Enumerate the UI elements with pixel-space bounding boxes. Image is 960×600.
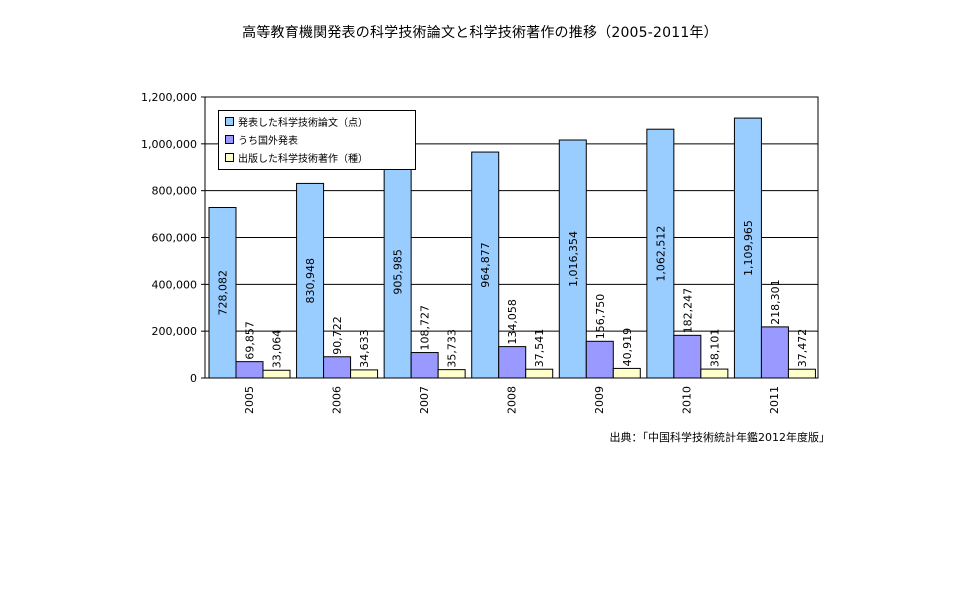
- x-tick-label: 2005: [243, 386, 256, 414]
- y-tick-label: 200,000: [152, 325, 198, 338]
- bar-series-2: [673, 334, 702, 379]
- y-tick-label: 1,200,000: [141, 91, 197, 104]
- legend-swatch-series-3: [225, 152, 234, 162]
- data-label-series-1: 1,109,965: [742, 220, 755, 276]
- data-label-series-2: 182,247: [681, 288, 694, 334]
- bar-series-3: [262, 369, 291, 379]
- bar-series-1: [733, 117, 762, 379]
- bar-series-1: [646, 128, 675, 379]
- legend-item-series-2: うち国外発表: [225, 132, 298, 147]
- data-label-series-3: 37,541: [533, 329, 546, 368]
- bar-series-1: [208, 207, 237, 379]
- y-tick-label: 600,000: [152, 232, 198, 245]
- data-label-series-1: 964,877: [479, 242, 492, 288]
- y-tick-label: 800,000: [152, 185, 198, 198]
- x-tick-label: 2007: [418, 386, 431, 414]
- data-label-series-2: 108,727: [419, 305, 432, 351]
- data-label-series-3: 35,733: [446, 329, 459, 368]
- data-label-series-1: 905,985: [392, 249, 405, 295]
- data-label-series-2: 218,301: [769, 279, 782, 325]
- legend-item-series-1: 発表した科学技術論文（点）: [225, 114, 368, 129]
- y-tick-label: 400,000: [152, 278, 198, 291]
- data-label-series-3: 33,064: [271, 330, 284, 369]
- data-label-series-1: 1,016,354: [567, 231, 580, 287]
- bar-series-2: [498, 346, 527, 379]
- bar-series-1: [471, 151, 500, 379]
- legend-label-series-3: 出版した科学技術著作（種）: [238, 153, 368, 165]
- bar-series-2: [323, 356, 352, 379]
- data-label-series-2: 134,058: [506, 299, 519, 345]
- data-label-series-1: 1,062,512: [654, 226, 667, 282]
- x-tick-label: 2008: [506, 386, 519, 414]
- y-tick-label: 1,000,000: [141, 138, 197, 151]
- chart-title: 高等教育機関発表の科学技術論文と科学技術著作の推移（2005-2011年）: [242, 25, 718, 41]
- source-note: 出典：「中国科学技術統計年鑑2012年度版」: [609, 431, 831, 444]
- data-label-series-2: 69,857: [244, 321, 257, 360]
- bar-series-3: [612, 367, 641, 379]
- data-label-series-1: 830,948: [304, 258, 317, 304]
- legend-label-series-2: うち国外発表: [238, 135, 298, 147]
- bar-series-2: [760, 326, 789, 379]
- bar-series-3: [350, 369, 379, 379]
- bar-series-3: [700, 368, 729, 379]
- x-tick-label: 2009: [593, 386, 606, 414]
- bar-series-3: [437, 369, 466, 379]
- x-tick-label: 2006: [330, 386, 343, 414]
- legend-label-series-1: 発表した科学技術論文（点）: [238, 117, 368, 129]
- y-tick-label: 0: [190, 372, 197, 385]
- bar-series-2: [410, 352, 439, 379]
- x-tick-label: 2011: [768, 386, 781, 414]
- legend: 発表した科学技術論文（点） うち国外発表 出版した科学技術著作（種）: [218, 110, 416, 170]
- bar-series-1: [296, 182, 325, 379]
- data-label-series-3: 37,472: [796, 329, 809, 368]
- bar-series-1: [558, 139, 587, 379]
- data-label-series-3: 34,633: [358, 329, 371, 368]
- bar-series-3: [787, 368, 816, 379]
- data-label-series-3: 40,919: [621, 328, 634, 367]
- legend-swatch-series-2: [225, 134, 234, 144]
- data-label-series-1: 728,082: [217, 270, 230, 316]
- data-label-series-2: 156,750: [594, 294, 607, 340]
- bar-series-3: [525, 368, 554, 379]
- data-label-series-2: 90,722: [331, 316, 344, 355]
- data-label-series-3: 38,101: [708, 329, 721, 368]
- bar-series-2: [585, 340, 614, 379]
- bar-series-2: [235, 361, 264, 379]
- legend-swatch-series-1: [225, 116, 234, 126]
- x-tick-label: 2010: [681, 386, 694, 414]
- legend-item-series-3: 出版した科学技術著作（種）: [225, 150, 368, 165]
